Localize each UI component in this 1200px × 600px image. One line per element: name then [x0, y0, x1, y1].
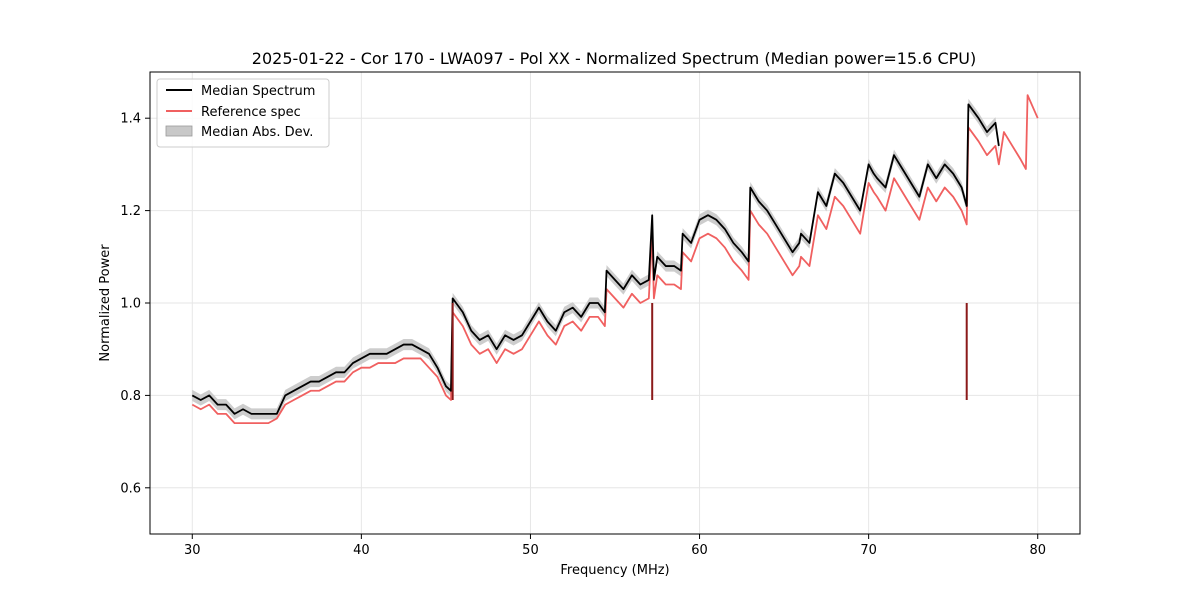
x-tick-label: 40 — [353, 543, 370, 558]
y-tick-label: 0.8 — [120, 389, 141, 404]
y-axis: 0.6 0.8 1.0 1.2 1.4 — [120, 112, 150, 496]
reference-spectrum-line — [191, 94, 1039, 425]
y-tick-label: 0.6 — [120, 481, 141, 496]
x-tick-label: 70 — [860, 543, 877, 558]
plot-area — [191, 94, 1039, 425]
x-tick-label: 60 — [691, 543, 708, 558]
x-tick-label: 80 — [1029, 543, 1046, 558]
legend-median-label: Median Spectrum — [201, 84, 315, 99]
median-spectrum-line — [191, 103, 1000, 415]
chart-title: 2025-01-22 - Cor 170 - LWA097 - Pol XX -… — [252, 49, 976, 68]
grid-lines — [150, 72, 1080, 534]
legend-reference-label: Reference spec — [201, 105, 301, 120]
x-axis-label: Frequency (MHz) — [560, 563, 669, 578]
legend: Median Spectrum Reference spec Median Ab… — [156, 78, 330, 148]
x-tick-label: 50 — [522, 543, 539, 558]
legend-mad-swatch — [165, 125, 193, 137]
legend-box — [156, 78, 330, 148]
y-tick-label: 1.2 — [120, 204, 141, 219]
x-axis: 30 40 50 60 70 80 — [184, 534, 1046, 558]
x-tick-label: 30 — [184, 543, 201, 558]
y-tick-label: 1.4 — [120, 112, 141, 127]
legend-mad-label: Median Abs. Dev. — [201, 125, 313, 140]
y-tick-label: 1.0 — [120, 297, 141, 312]
y-axis-label: Normalized Power — [98, 244, 113, 362]
